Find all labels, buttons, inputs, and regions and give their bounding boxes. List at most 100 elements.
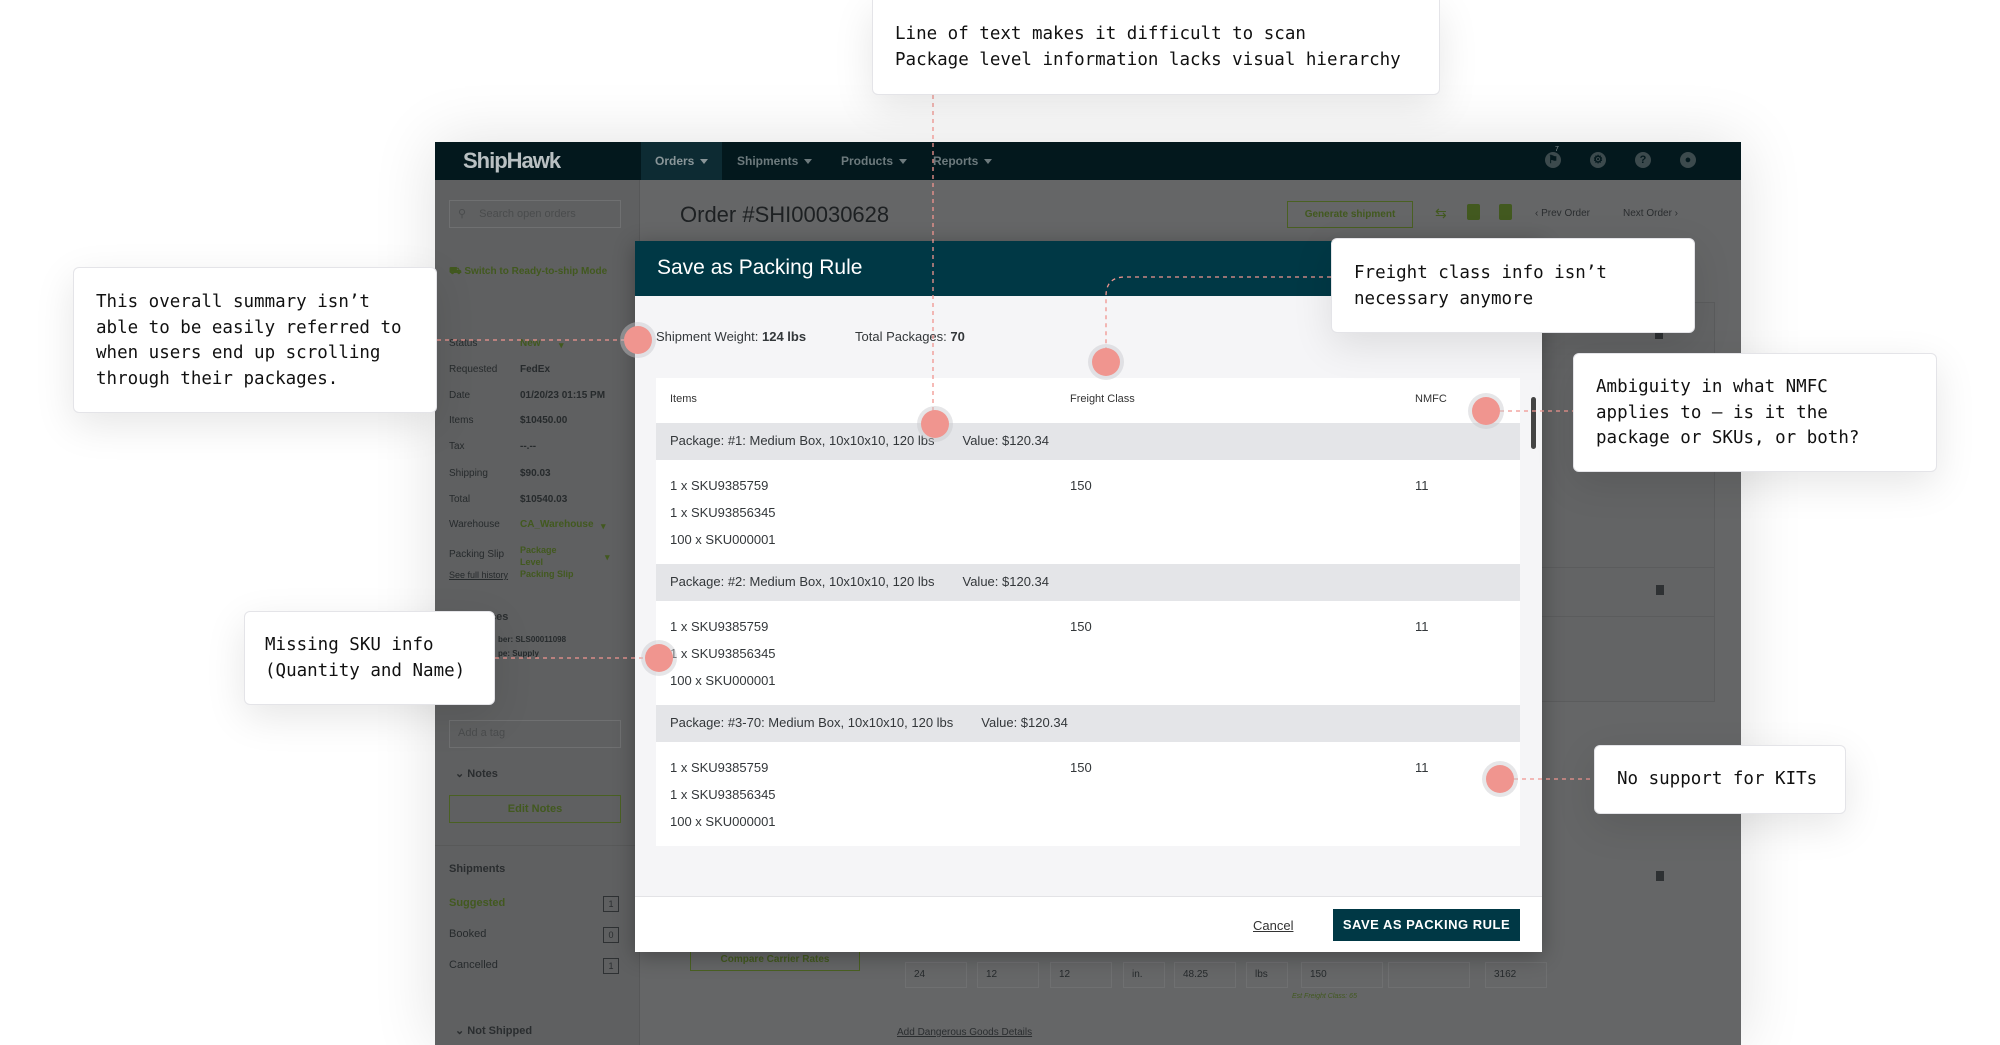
annotation-line: (Quantity and Name) (265, 660, 466, 681)
cancel-button[interactable]: Cancel (1253, 918, 1294, 933)
swap-icon[interactable]: ⇆ (1435, 205, 1447, 221)
nav-label: Orders (655, 154, 695, 168)
count-badge: 1 (603, 958, 619, 974)
dimension-field[interactable]: 12 (977, 962, 1039, 988)
column-freight-class: Freight Class (1070, 393, 1135, 405)
nmfc-value: 11 (1415, 760, 1429, 775)
sku-line: 100 x SKU000001 (670, 814, 776, 829)
dimension-field[interactable]: 3162 (1485, 962, 1547, 988)
chevron-down-icon (899, 159, 908, 165)
dimension-field[interactable]: 150 (1301, 962, 1383, 988)
trash-icon[interactable] (1656, 585, 1664, 595)
annotation-line: necessary anymore (1354, 288, 1534, 309)
reference-line: pe: Supply (498, 649, 539, 658)
detail-label: Warehouse (449, 519, 500, 530)
packages-table: Items Freight Class NMFC Package: #1: Me… (656, 378, 1520, 846)
detail-label: Requested (449, 364, 498, 375)
trash-icon[interactable] (1656, 871, 1664, 881)
annotation-line: package or SKUs, or both? (1596, 428, 1860, 448)
dimension-field[interactable]: lbs (1246, 962, 1288, 988)
sku-line: 1 x SKU93856345 (670, 646, 776, 661)
annotation-marker (624, 326, 652, 354)
package-card (1515, 567, 1715, 617)
column-nmfc: NMFC (1415, 393, 1447, 405)
nav-orders[interactable]: Orders (641, 142, 723, 180)
detail-label: Packing Slip (449, 549, 505, 560)
chevron-down-icon: ▾ (605, 552, 610, 562)
package-header: Package: #3-70: Medium Box, 10x10x10, 12… (656, 705, 1520, 742)
chevron-down-icon (700, 159, 709, 165)
chevron-down-icon (804, 159, 813, 165)
est-freight-class: Est Freight Class: 65 (1292, 993, 1357, 1000)
count-badge: 0 (603, 927, 619, 943)
package-value: Value: $120.34 (981, 715, 1068, 730)
freight-class-value: 150 (1070, 619, 1092, 634)
nav-shipments[interactable]: Shipments (737, 154, 813, 168)
package-value: Value: $120.34 (962, 433, 1050, 448)
dangerous-goods-link[interactable]: Add Dangerous Goods Details (897, 1027, 1033, 1038)
annotation-marker (1486, 765, 1514, 793)
dimension-field[interactable] (1388, 962, 1470, 988)
dimension-field[interactable]: 12 (1050, 962, 1112, 988)
help-icon[interactable]: ? (1635, 152, 1651, 168)
prev-order-label: Prev Order (1541, 208, 1591, 219)
next-order-link[interactable]: Next Order › (1623, 208, 1679, 219)
edit-notes-button[interactable]: Edit Notes (449, 795, 621, 823)
search-input[interactable]: ⚲ Search open orders (449, 200, 621, 228)
annotation-nmfc: Ambiguity in what NMFC applies to – is i… (1573, 353, 1937, 472)
not-shipped-label: Not Shipped (467, 1025, 533, 1037)
detail-value-shipping: $90.03 (520, 468, 551, 479)
annotation-line: applies to – is it the (1596, 402, 1828, 423)
shipment-filter-cancelled[interactable]: Cancelled (449, 959, 498, 971)
see-full-history-link[interactable]: See full history (449, 570, 509, 580)
package-value: Value: $120.34 (962, 574, 1050, 589)
generate-shipment-button[interactable]: Generate shipment (1287, 201, 1413, 228)
switch-mode-link[interactable]: ⛟ Switch to Ready-to-ship Mode (449, 266, 607, 279)
bell-icon[interactable]: ⚑ (1545, 152, 1561, 168)
clipboard-icon[interactable] (1499, 204, 1512, 220)
annotation-line: This overall summary isn’t (96, 292, 370, 312)
nav-label: Products (841, 154, 894, 168)
chevron-down-icon: ▾ (559, 340, 564, 350)
packages-value: 70 (950, 329, 965, 344)
save-as-packing-rule-button[interactable]: SAVE AS PACKING RULE (1333, 909, 1520, 941)
detail-value-tax: --.-- (520, 441, 537, 452)
total-packages: Total Packages: 70 (855, 329, 965, 344)
shipment-filter-suggested[interactable]: Suggested (449, 897, 506, 909)
truck-icon: ⛟ (449, 266, 462, 277)
freight-class-value: 150 (1070, 478, 1092, 493)
annotation-line: Freight class info isn’t (1354, 263, 1607, 283)
dimension-field[interactable]: in. (1123, 962, 1165, 988)
detail-label: Total (449, 494, 471, 505)
sku-line: 1 x SKU93856345 (670, 787, 776, 802)
dimension-field[interactable]: 48.25 (1174, 962, 1236, 988)
detail-value-packing-slip[interactable]: Package Level Packing Slip (520, 545, 574, 579)
dimension-field[interactable]: 24 (905, 962, 967, 988)
gear-icon[interactable]: ⚙ (1590, 152, 1606, 168)
nav-reports[interactable]: Reports (933, 154, 993, 168)
shipment-filter-booked[interactable]: Booked (449, 928, 487, 940)
prev-order-link[interactable]: ‹ Prev Order (1535, 208, 1591, 219)
nav-products[interactable]: Products (841, 154, 908, 168)
package-info: Package: #2: Medium Box, 10x10x10, 120 l… (670, 574, 935, 589)
scrollbar[interactable] (1531, 397, 1536, 449)
shipment-weight: Shipment Weight: 124 lbs (656, 329, 806, 344)
contact-icon[interactable] (1467, 204, 1480, 220)
chevron-down-icon (984, 159, 993, 165)
trash-icon[interactable] (1655, 329, 1663, 339)
sku-line: 1 x SKU9385759 (670, 478, 769, 493)
detail-value-status[interactable]: New (520, 338, 541, 349)
nmfc-value: 11 (1415, 619, 1429, 634)
detail-value-warehouse[interactable]: CA_Warehouse (520, 519, 594, 530)
not-shipped-toggle[interactable]: ⌄ Not Shipped (455, 1025, 533, 1037)
user-icon[interactable]: ● (1680, 152, 1696, 168)
add-tag-input[interactable]: Add a tag (449, 720, 621, 748)
nmfc-value: 11 (1415, 478, 1429, 493)
notification-badge: 7 (1555, 146, 1559, 153)
search-icon: ⚲ (458, 208, 467, 220)
notes-toggle[interactable]: ⌄ Notes (455, 768, 498, 780)
detail-label: Date (449, 390, 471, 401)
annotation-marker (1472, 397, 1500, 425)
chevron-down-icon: ▾ (601, 521, 606, 531)
